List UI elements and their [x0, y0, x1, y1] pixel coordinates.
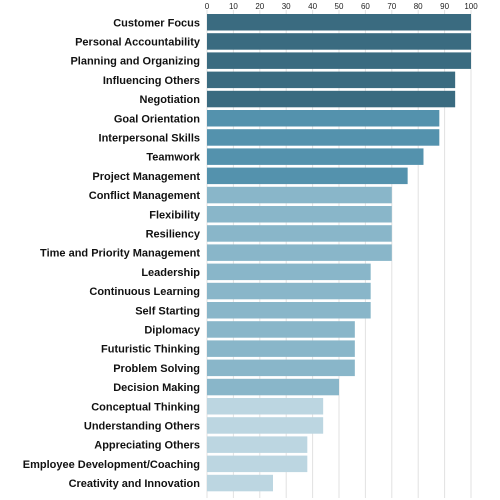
x-tick-label: 100 [464, 2, 478, 11]
category-label: Flexibility [149, 209, 201, 221]
category-label: Influencing Others [103, 75, 200, 87]
x-tick-label: 60 [361, 2, 370, 11]
x-tick-label: 0 [205, 2, 210, 11]
bar [207, 206, 392, 223]
category-label: Planning and Organizing [70, 56, 200, 68]
bar [207, 455, 308, 473]
category-label: Conceptual Thinking [91, 401, 200, 413]
category-label: Goal Orientation [114, 113, 200, 125]
bar [207, 52, 471, 69]
bar [207, 225, 392, 242]
bar [207, 340, 355, 357]
bar [207, 436, 308, 453]
category-label: Problem Solving [113, 363, 200, 375]
bar [207, 33, 471, 50]
category-label: Diplomacy [144, 324, 201, 336]
x-tick-label: 50 [335, 2, 344, 11]
x-tick-label: 10 [229, 2, 238, 11]
x-tick-label: 40 [308, 2, 317, 11]
bar [207, 90, 456, 108]
bar [207, 129, 440, 146]
category-label: Negotiation [140, 94, 201, 106]
bar [207, 282, 371, 300]
bar [207, 14, 471, 31]
bar [207, 186, 392, 204]
bar [207, 167, 408, 185]
category-label: Teamwork [146, 152, 200, 164]
category-label: Decision Making [113, 382, 200, 394]
bar [207, 417, 324, 434]
bar [207, 71, 456, 89]
category-label: Project Management [92, 171, 200, 183]
bar [207, 378, 339, 396]
bar [207, 110, 440, 127]
category-labels: Customer Focus Personal Accountability Pla… [23, 17, 201, 490]
category-label: Self Starting [135, 305, 200, 317]
category-label: Understanding Others [84, 420, 200, 432]
x-tick-label: 30 [282, 2, 291, 11]
bar [207, 302, 371, 319]
category-label: Conflict Management [89, 190, 201, 202]
category-label: Interpersonal Skills [99, 132, 200, 144]
category-label: Employee Development/Coaching [23, 459, 200, 471]
bar [207, 398, 324, 415]
x-tick-label: 70 [387, 2, 396, 11]
bar [207, 359, 355, 377]
x-tick-label: 90 [440, 2, 449, 11]
bar [207, 474, 273, 492]
category-label: Appreciating Others [94, 440, 200, 452]
bar [207, 321, 355, 338]
category-label: Customer Focus [113, 17, 200, 29]
bars [207, 14, 471, 492]
bar [207, 148, 424, 165]
category-label: Continuous Learning [89, 286, 200, 298]
x-tick-label: 20 [255, 2, 264, 11]
category-label: Futuristic Thinking [101, 344, 200, 356]
category-label: Time and Priority Management [40, 248, 200, 260]
x-tick-label: 80 [414, 2, 423, 11]
x-axis-ticks: 0 10 20 30 40 50 60 70 80 90 100 [205, 2, 478, 11]
category-label: Creativity and Innovation [69, 478, 201, 490]
bar [207, 263, 371, 281]
category-label: Resiliency [146, 228, 201, 240]
category-label: Personal Accountability [75, 36, 201, 48]
category-label: Leadership [141, 267, 200, 279]
bar [207, 244, 392, 261]
